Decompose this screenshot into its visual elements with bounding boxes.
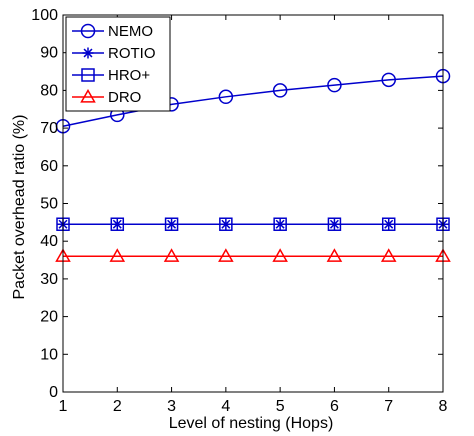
legend-item-hro-: HRO+ [72,67,150,84]
y-tick-label: 10 [40,346,58,363]
data-point-hro- [327,217,342,231]
y-tick-label: 60 [40,158,58,175]
x-tick-label: 5 [276,398,285,415]
data-point-hro- [164,217,179,231]
x-tick-label: 6 [330,398,339,415]
x-tick-label: 8 [439,398,448,415]
legend-item-dro: DRO [72,88,141,106]
y-tick-label: 100 [31,7,58,24]
data-point-nemo [218,89,234,105]
legend-marker [81,68,95,82]
legend-box [65,16,171,112]
y-tick-label: 70 [40,120,58,137]
data-point-hro- [381,217,396,231]
data-point-nemo [381,72,396,88]
x-tick-label: 3 [167,398,176,415]
legend-label: DRO [108,89,141,106]
legend-label: HRO+ [108,67,150,84]
legend: NEMO ROTIO HRO+ DRO [65,16,171,112]
y-tick-label: 20 [40,309,58,326]
y-axis-label: Packet overhead ratio (%) [11,115,28,300]
legend-marker [80,23,96,39]
data-point-dro [109,248,126,262]
data-point-dro [326,248,343,262]
data-point-hro- [219,217,233,231]
x-tick-label: 2 [113,398,122,415]
y-tick-label: 90 [40,45,58,62]
data-point-hro- [110,217,125,231]
legend-label: NEMO [108,23,153,40]
data-point-hro- [273,217,287,231]
y-tick-label: 80 [40,82,58,99]
x-tick-label: 1 [59,398,68,415]
series-dro [55,248,451,262]
data-point-nemo [272,83,288,98]
legend-label: ROTIO [108,45,156,62]
x-tick-label: 4 [221,398,230,415]
data-point-dro [163,248,180,262]
y-tick-label: 0 [49,384,58,401]
legend-item-rotio: ROTIO [72,45,156,62]
data-point-dro [380,248,397,262]
series-line-nemo [62,75,444,127]
x-tick-label: 7 [384,398,393,415]
y-tick-label: 30 [40,271,58,288]
legend-marker [82,47,94,59]
y-tick-label: 40 [40,233,58,250]
data-point-dro [218,248,234,262]
x-axis-label: Level of nesting (Hops) [169,415,334,432]
legend-item-nemo: NEMO [72,23,153,40]
y-tick-label: 50 [40,196,58,213]
legend-marker [80,88,96,103]
data-point-dro [272,248,288,262]
data-point-nemo [327,77,342,93]
